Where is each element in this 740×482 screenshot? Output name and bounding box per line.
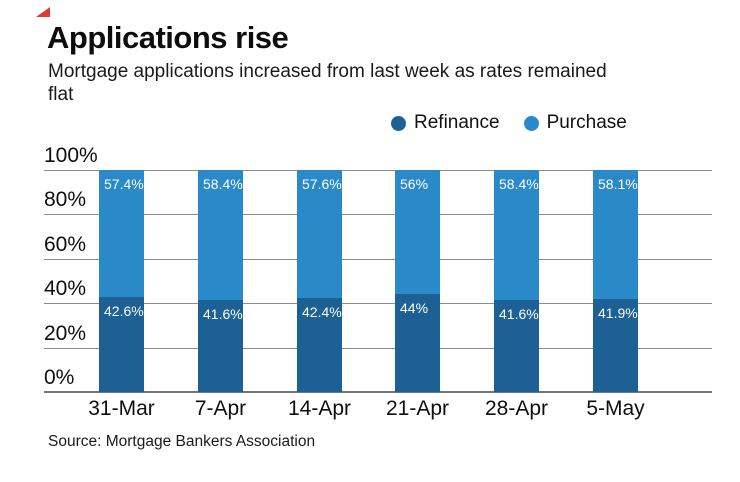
bar-label-purchase-21-Apr: 56% <box>400 176 429 192</box>
y-axis-label-80%: 80% <box>44 188 87 211</box>
bar-label-purchase-14-Apr: 57.6% <box>302 176 342 192</box>
legend-swatch-icon-refinance <box>391 115 406 131</box>
bar-purchase-14-Apr: 57.6% <box>297 170 342 298</box>
bar-refinance-31-Mar: 42.6% <box>99 297 144 392</box>
x-axis-label-21-Apr: 21-Apr <box>385 397 450 420</box>
x-axis-label-5-May: 5-May <box>586 397 645 420</box>
y-axis-label-0%: 0% <box>44 366 75 389</box>
gridline-40% <box>44 303 712 304</box>
chart-title: Applications rise <box>47 20 289 55</box>
legend-label-purchase: Purchase <box>546 112 627 133</box>
y-axis-label-60%: 60% <box>44 233 87 256</box>
legend-item-refinance: Refinance <box>391 112 500 134</box>
bar-refinance-28-Apr: 41.6% <box>494 300 539 392</box>
bar-purchase-31-Mar: 57.4% <box>99 170 144 297</box>
bar-refinance-7-Apr: 41.6% <box>198 300 243 392</box>
x-axis-label-14-Apr: 14-Apr <box>287 397 352 420</box>
bar-purchase-7-Apr: 58.4% <box>198 170 243 300</box>
bar-purchase-21-Apr: 56% <box>395 170 440 294</box>
x-axis-label-28-Apr: 28-Apr <box>484 397 549 420</box>
bar-purchase-28-Apr: 58.4% <box>494 170 539 300</box>
x-axis-label-31-Mar: 31-Mar <box>88 397 155 420</box>
legend-item-purchase: Purchase <box>523 112 627 134</box>
y-axis-label-100%: 100% <box>44 144 98 167</box>
legend-label-refinance: Refinance <box>414 112 500 133</box>
source-note: Source: Mortgage Bankers Association <box>48 433 316 450</box>
bar-refinance-21-Apr: 44% <box>395 294 440 392</box>
bar-refinance-5-May: 41.9% <box>593 299 638 392</box>
bar-label-refinance-28-Apr: 41.6% <box>499 306 539 322</box>
bar-label-purchase-28-Apr: 58.4% <box>499 176 539 192</box>
y-axis-label-20%: 20% <box>44 322 87 345</box>
gridline-100% <box>44 170 712 171</box>
bar-label-purchase-5-May: 58.1% <box>598 176 638 192</box>
x-axis-line <box>44 391 712 393</box>
bar-label-refinance-21-Apr: 44% <box>400 300 429 316</box>
bar-label-refinance-14-Apr: 42.4% <box>302 304 342 320</box>
brand-accent-mark <box>36 7 50 17</box>
gridline-20% <box>44 348 712 349</box>
y-axis-label-40%: 40% <box>44 277 87 300</box>
gridline-80% <box>44 214 712 215</box>
chart-subtitle: Mortgage applications increased from las… <box>48 61 607 105</box>
bar-refinance-14-Apr: 42.4% <box>297 298 342 392</box>
bar-label-refinance-31-Mar: 42.6% <box>104 303 144 319</box>
bar-label-purchase-7-Apr: 58.4% <box>203 176 243 192</box>
legend: Refinance Purchase <box>391 111 627 135</box>
x-axis-label-7-Apr: 7-Apr <box>194 397 247 420</box>
gridline-60% <box>44 259 712 260</box>
bar-label-refinance-5-May: 41.9% <box>598 305 638 321</box>
bar-label-refinance-7-Apr: 41.6% <box>203 306 243 322</box>
bar-label-purchase-31-Mar: 57.4% <box>104 176 144 192</box>
bar-purchase-5-May: 58.1% <box>593 170 638 299</box>
legend-swatch-icon-purchase <box>523 115 539 131</box>
